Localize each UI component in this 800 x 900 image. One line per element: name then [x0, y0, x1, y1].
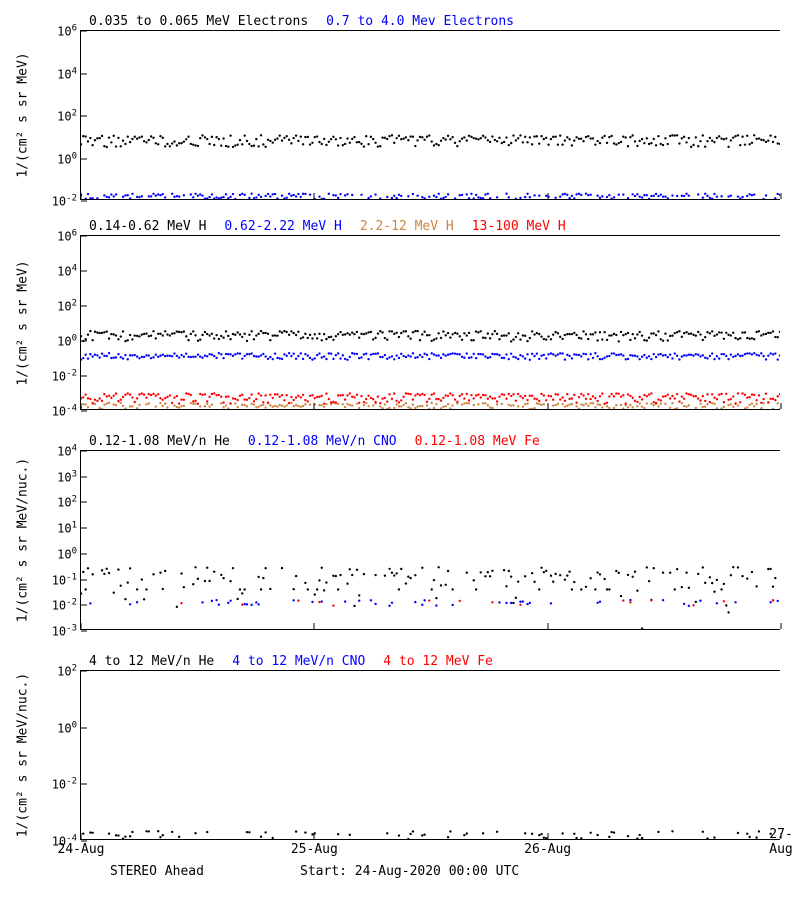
y-axis-label: 1/(cm² s sr MeV)	[16, 260, 31, 385]
legend-item: 13-100 MeV H	[472, 219, 566, 234]
xtick-mark	[781, 403, 782, 409]
ytick-label: 104	[57, 66, 81, 81]
xtick-label: 27-Aug	[769, 827, 792, 857]
xtick-label: 24-Aug	[58, 842, 105, 857]
series-points	[81, 566, 777, 629]
series-points	[81, 330, 780, 343]
ytick-label: 102	[57, 664, 81, 679]
xtick-label: 26-Aug	[524, 842, 571, 857]
y-axis-label: 1/(cm² s sr MeV/nuc.)	[16, 458, 31, 622]
series-legend: 0.12-1.08 MeV/n He 0.12-1.08 MeV/n CNO 0.1…	[89, 434, 558, 449]
xtick-mark	[81, 623, 82, 629]
y-axis-label: 1/(cm² s sr MeV/nuc.)	[16, 673, 31, 837]
series-points	[81, 134, 780, 148]
xtick-mark	[547, 403, 548, 409]
xtick-mark	[781, 833, 782, 839]
xtick-mark	[547, 833, 548, 839]
series-points	[81, 192, 780, 199]
legend-item: 2.2-12 MeV H	[360, 219, 454, 234]
series-points	[180, 599, 774, 607]
ytick-mark	[81, 201, 87, 202]
xtick-mark	[81, 193, 82, 199]
ytick-label: 100	[57, 334, 81, 349]
scatter-canvas	[81, 236, 780, 409]
legend-item: 0.12-1.08 MeV/n CNO	[248, 434, 397, 449]
legend-item: 0.12-1.08 MeV Fe	[415, 434, 540, 449]
xtick-mark	[314, 403, 315, 409]
series-legend: 0.035 to 0.065 MeV Electrons 0.7 to 4.0 M…	[89, 14, 532, 29]
ytick-label: 106	[57, 229, 81, 244]
legend-item: 0.035 to 0.065 MeV Electrons	[89, 14, 308, 29]
ytick-label: 10-1	[52, 572, 81, 587]
xtick-mark	[547, 193, 548, 199]
legend-item: 4 to 12 MeV Fe	[383, 654, 493, 669]
footer-center: Start: 24-Aug-2020 00:00 UTC	[300, 864, 519, 879]
ytick-label: 10-2	[52, 598, 81, 613]
ytick-label: 10-2	[52, 369, 81, 384]
footer-left: STEREO Ahead	[110, 864, 204, 879]
series-legend: 0.14-0.62 MeV H 0.62-2.22 MeV H 2.2-12 MeV…	[89, 219, 584, 234]
ytick-mark	[81, 631, 87, 632]
figure: 10-2 100 102 104 106 1/(cm² s sr MeV) 0.035 to…	[0, 0, 800, 900]
ytick-label: 103	[57, 469, 81, 484]
legend-item: 0.62-2.22 MeV H	[224, 219, 341, 234]
ytick-label: 101	[57, 521, 81, 536]
ytick-label: 10-2	[52, 194, 81, 209]
ytick-label: 104	[57, 264, 81, 279]
xtick-mark	[781, 623, 782, 629]
xtick-label: 25-Aug	[291, 842, 338, 857]
ytick-label: 100	[57, 151, 81, 166]
xtick-mark	[314, 623, 315, 629]
chart-panel-1: 10-410-21001021041061/(cm² s sr MeV)0.14…	[80, 235, 780, 410]
legend-item: 0.14-0.62 MeV H	[89, 219, 206, 234]
series-points	[81, 402, 780, 409]
xtick-mark	[314, 193, 315, 199]
xtick-mark	[81, 833, 82, 839]
chart-panel-0: 10-21001021041061/(cm² s sr MeV)0.035 to…	[80, 30, 780, 200]
series-points	[82, 830, 772, 839]
legend-item: 4 to 12 MeV/n He	[89, 654, 214, 669]
series-legend: 4 to 12 MeV/n He 4 to 12 MeV/n CNO 4 to 12…	[89, 654, 511, 669]
series-points	[81, 392, 780, 405]
ytick-label: 102	[57, 299, 81, 314]
ytick-label: 10-3	[52, 624, 81, 639]
xtick-mark	[81, 403, 82, 409]
ytick-label: 10-4	[52, 404, 81, 419]
chart-panel-3: 10-410-21001021/(cm² s sr MeV/nuc.)4 to …	[80, 670, 780, 840]
ytick-label: 102	[57, 495, 81, 510]
series-points	[89, 599, 779, 607]
xtick-mark	[547, 623, 548, 629]
ytick-label: 100	[57, 720, 81, 735]
legend-item: 0.7 to 4.0 Mev Electrons	[326, 14, 514, 29]
y-axis-label: 1/(cm² s sr MeV)	[16, 52, 31, 177]
legend-item: 0.12-1.08 MeV/n He	[89, 434, 230, 449]
ytick-mark	[81, 411, 87, 412]
scatter-canvas	[81, 451, 780, 629]
ytick-label: 102	[57, 109, 81, 124]
ytick-label: 104	[57, 444, 81, 459]
scatter-canvas	[81, 31, 780, 199]
ytick-label: 10-2	[52, 777, 81, 792]
scatter-canvas	[81, 671, 780, 839]
series-points	[81, 352, 780, 361]
legend-item: 4 to 12 MeV/n CNO	[232, 654, 365, 669]
ytick-label: 100	[57, 546, 81, 561]
xtick-mark	[781, 193, 782, 199]
xtick-mark	[314, 833, 315, 839]
chart-panel-2: 10-310-210-11001011021031041/(cm² s sr M…	[80, 450, 780, 630]
ytick-label: 106	[57, 24, 81, 39]
